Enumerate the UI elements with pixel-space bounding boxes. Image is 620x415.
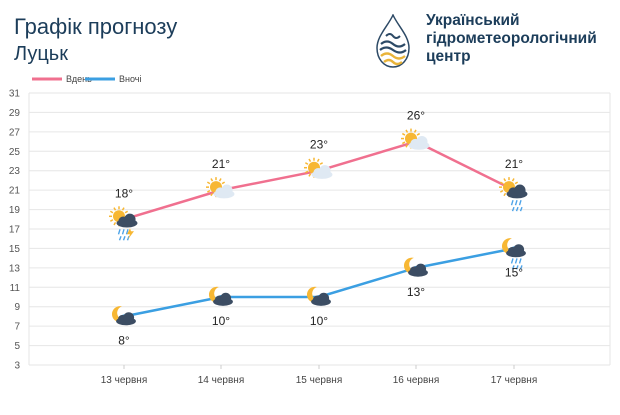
day-temp-label: 26°: [407, 109, 425, 123]
chart-title: Графік прогнозу: [14, 14, 178, 39]
y-tick-label: 9: [14, 302, 20, 313]
moon-cloud-icon: [403, 257, 428, 277]
y-tick-label: 13: [9, 263, 21, 274]
y-tick-label: 7: [14, 322, 20, 333]
y-tick-label: 23: [9, 166, 21, 177]
night-temp-label: 8°: [118, 333, 130, 347]
y-tick-label: 5: [14, 341, 20, 352]
y-tick-label: 15: [9, 244, 21, 255]
y-tick-label: 25: [9, 147, 21, 158]
night-temp-label: 13°: [407, 285, 425, 299]
day-temp-label: 23°: [310, 138, 328, 152]
sun-cloud-icon: [304, 157, 333, 179]
day-temp-label: 18°: [115, 186, 133, 200]
sun-cloud-icon: [206, 177, 235, 199]
day-temp-label: 21°: [212, 157, 230, 171]
night-temp-label: 15°: [505, 265, 523, 279]
org-name-line-3: центр: [426, 48, 471, 65]
x-tick-label: 17 червня: [491, 375, 537, 386]
day-series-line: [123, 140, 515, 221]
x-tick-label: 16 червня: [393, 375, 439, 386]
x-tick-label: 14 червня: [198, 375, 244, 386]
moon-cloud-icon: [111, 306, 136, 326]
y-tick-label: 19: [9, 205, 21, 216]
x-tick-label: 13 червня: [101, 375, 147, 386]
y-tick-label: 27: [9, 127, 21, 138]
y-tick-label: 11: [10, 283, 21, 294]
moon-cloud-rain-icon: [501, 238, 526, 270]
y-tick-label: 3: [14, 361, 20, 372]
organization-name: Український гідрометеорологічний центр: [426, 12, 616, 66]
y-tick-label: 29: [9, 108, 21, 119]
x-tick-label: 15 червня: [296, 375, 342, 386]
org-name-line-2: гідрометеорологічний: [426, 30, 597, 47]
y-tick-label: 17: [9, 225, 21, 236]
legend-label: Вдень: [66, 74, 92, 84]
night-temp-label: 10°: [310, 314, 328, 328]
y-tick-label: 31: [9, 89, 21, 100]
day-temp-label: 21°: [505, 157, 523, 171]
moon-cloud-icon: [208, 286, 233, 306]
city-name: Луцьк: [14, 43, 68, 65]
sun-cloud-icon: [401, 128, 430, 150]
hydromet-center-logo-icon: [376, 14, 410, 68]
night-temp-label: 10°: [212, 314, 230, 328]
y-tick-label: 21: [9, 186, 21, 197]
moon-cloud-icon: [306, 286, 331, 306]
sun-cloud-storm-icon: [109, 206, 138, 241]
org-name-line-1: Український: [426, 12, 520, 29]
sun-cloud-rain-icon: [499, 177, 528, 212]
legend-label: Вночі: [119, 74, 141, 84]
